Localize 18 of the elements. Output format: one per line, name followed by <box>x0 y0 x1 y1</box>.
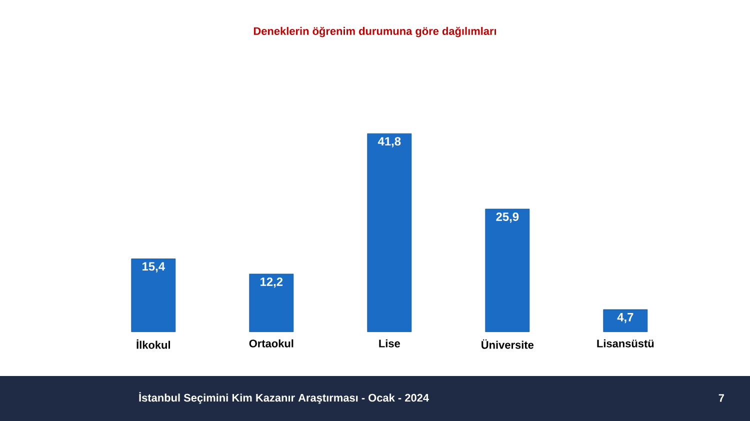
x-tick-label: Lisansüstü <box>597 339 654 348</box>
x-tick-label: Ortaokul <box>249 339 294 348</box>
bar <box>131 258 176 332</box>
bar <box>603 309 648 332</box>
data-label: 41,8 <box>378 137 401 148</box>
data-label: 4,7 <box>617 313 634 324</box>
x-tick-label: Üniversite <box>482 339 534 349</box>
bar <box>249 274 294 332</box>
chart-title: Deneklerin öğrenim durumuna göre dağılımları <box>254 26 496 38</box>
x-tick-label: İlkokul <box>136 339 170 349</box>
data-label: 25,9 <box>496 212 519 223</box>
data-label: 12,2 <box>260 277 283 288</box>
bar <box>485 208 530 332</box>
x-tick-label: Lise <box>379 339 400 348</box>
data-label: 15,4 <box>142 262 165 272</box>
bar <box>367 133 412 332</box>
text: İstanbul Seçimini Kim Kazanır Araştırması - Ocak - 2024 <box>139 392 429 404</box>
text: 7 <box>718 394 724 402</box>
